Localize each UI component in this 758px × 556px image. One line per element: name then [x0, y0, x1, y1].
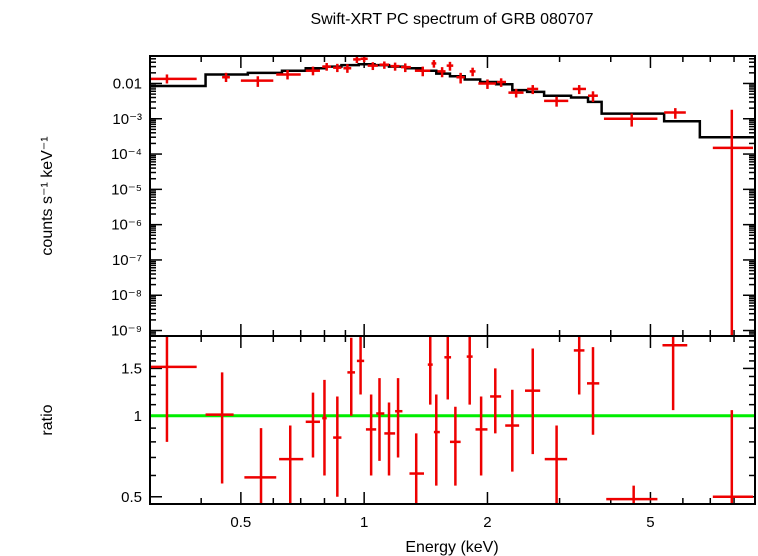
- ratio-point: [384, 402, 396, 476]
- ratio-point: [395, 378, 403, 458]
- spectrum-point: [544, 96, 569, 107]
- spectrum-point: [527, 85, 539, 95]
- ratio-point: [606, 485, 658, 504]
- ratio-point: [662, 336, 688, 411]
- chart-title: Swift-XRT PC spectrum of GRB 080707: [310, 11, 593, 28]
- spectrum-point: [446, 61, 454, 71]
- ratio-point: [365, 394, 377, 476]
- spectrum-point: [353, 56, 361, 64]
- energy-x-tick-labels: 0.5 1 2 5: [230, 514, 654, 531]
- spectrum-point: [222, 72, 230, 83]
- ratio-point: [244, 428, 277, 504]
- y-tick-label: 10⁻³: [112, 111, 142, 128]
- ratio-frame: [149, 335, 756, 505]
- ratio-point: [573, 336, 585, 395]
- spectrum-point: [508, 88, 524, 98]
- y-axis-label-ratio: ratio: [39, 404, 56, 435]
- spectrum-point: [496, 78, 507, 87]
- ratio-y-tick-label: 1: [134, 408, 142, 425]
- spectrum-panel: 0.01 10⁻³ 10⁻⁴ 10⁻⁵ 10⁻⁶ 10⁻⁷ 10⁻⁸ 10⁻⁹: [111, 55, 756, 340]
- x-tick-label: 0.5: [230, 514, 251, 531]
- spectrum-y-tick-labels: 0.01 10⁻³ 10⁻⁴ 10⁻⁵ 10⁻⁶ 10⁻⁷ 10⁻⁸ 10⁻⁹: [111, 75, 142, 339]
- spectrum-data-points: [150, 56, 754, 336]
- ratio-y-tick-labels: 0.5 1 1.5: [121, 360, 142, 505]
- x-tick-label: 5: [646, 514, 654, 531]
- ratio-point: [475, 396, 488, 476]
- ratio-point: [433, 394, 440, 486]
- ratio-point: [376, 378, 385, 461]
- y-tick-label: 10⁻⁶: [111, 217, 142, 234]
- ratio-point: [333, 396, 342, 497]
- spectrum-point: [276, 70, 301, 80]
- spectrum-point: [343, 64, 352, 73]
- x-axis-label: Energy (keV): [405, 539, 498, 556]
- ratio-point: [150, 336, 197, 442]
- ratio-point: [427, 336, 433, 405]
- ratio-y-tick-label: 1.5: [121, 360, 142, 377]
- ratio-point: [466, 336, 473, 405]
- spectrum-point: [572, 85, 586, 95]
- model-step-line: [150, 63, 755, 139]
- spectrum-point: [431, 60, 437, 68]
- spectrum-point: [379, 61, 390, 69]
- model-curve: [150, 63, 755, 139]
- spectrum-point: [437, 67, 446, 78]
- y-tick-label: 10⁻⁵: [111, 181, 142, 198]
- spectrum-point: [333, 63, 342, 73]
- spectrum-point: [305, 66, 320, 76]
- spectrum-point: [367, 62, 378, 71]
- spectrum-point: [588, 91, 598, 102]
- ratio-point: [409, 433, 425, 504]
- spectrum-point: [712, 109, 754, 336]
- ratio-point: [322, 379, 327, 476]
- x-tick-label: 2: [483, 514, 491, 531]
- y-axis-label-counts: counts s⁻¹ keV⁻¹: [39, 136, 56, 255]
- spectrum-point: [360, 56, 368, 63]
- spectrum-point: [390, 62, 400, 71]
- ratio-data-points: [150, 336, 754, 504]
- spectrum-point: [469, 67, 476, 77]
- ratio-y-tick-label: 0.5: [121, 489, 142, 506]
- ratio-point: [525, 348, 541, 455]
- spectrum-point: [664, 108, 686, 119]
- ratio-point: [356, 336, 365, 395]
- y-tick-label: 10⁻⁹: [111, 323, 142, 340]
- spectrum-point: [456, 72, 465, 84]
- y-tick-label: 10⁻⁸: [111, 287, 142, 304]
- spectrum-point: [478, 79, 497, 89]
- spectrum-point: [150, 74, 197, 84]
- ratio-point: [279, 425, 304, 504]
- ratio-panel: 0.5 1 1.5 0.5 1 2 5: [121, 335, 756, 531]
- spectrum-point: [603, 113, 658, 127]
- spectrum-point: [322, 63, 332, 71]
- y-tick-label: 10⁻⁴: [111, 146, 142, 163]
- ratio-point: [505, 389, 520, 472]
- ratio-point: [490, 368, 502, 434]
- ratio-axis-ticks: [149, 336, 756, 504]
- ratio-point: [347, 337, 356, 416]
- ratio-point: [305, 392, 320, 458]
- spectrum-point: [240, 76, 274, 87]
- spectrum-point: [400, 63, 411, 73]
- x-tick-label: 1: [360, 514, 368, 531]
- ratio-point: [205, 372, 234, 484]
- spectrum-point: [414, 66, 431, 77]
- ratio-point: [712, 410, 754, 504]
- ratio-point: [587, 347, 600, 435]
- spectrum-axis-ticks: [149, 55, 756, 337]
- ratio-point: [449, 406, 461, 486]
- spectrum-frame: [149, 55, 756, 337]
- ratio-point: [444, 336, 452, 400]
- y-tick-label: 0.01: [113, 75, 142, 92]
- y-tick-label: 10⁻⁷: [112, 252, 142, 269]
- ratio-point: [544, 425, 568, 504]
